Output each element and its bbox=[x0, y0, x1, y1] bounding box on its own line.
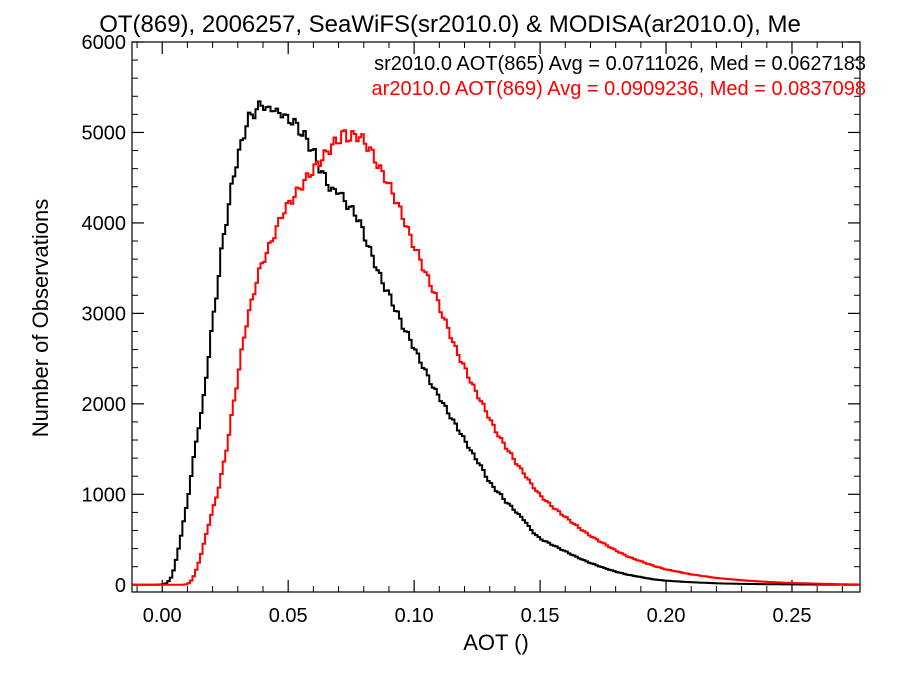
y-axis-label: Number of Observations bbox=[28, 199, 53, 437]
plot-frame bbox=[131, 41, 861, 593]
y-tick-label: 3000 bbox=[82, 303, 127, 325]
axis-ticks: 0.00 0.05 0.10 0.15 0.20 0.25 0 1000 2000 3000 400… bbox=[82, 32, 860, 627]
legend: sr2010.0 AOT(865) Avg = 0.0711026, Med =… bbox=[372, 53, 866, 100]
y-tick-label: 5000 bbox=[82, 122, 127, 144]
x-tick-label: 0.10 bbox=[395, 605, 434, 627]
y-tick-label: 0 bbox=[115, 575, 126, 597]
legend-entry-sr2010.0: sr2010.0 AOT(865) Avg = 0.0711026, Med =… bbox=[374, 53, 866, 75]
series-line-ar2010.0 bbox=[132, 129, 860, 586]
x-tick-label: 0.25 bbox=[773, 605, 812, 627]
y-tick-label: 6000 bbox=[82, 32, 127, 54]
chart-title: OT(869), 2006257, SeaWiFS(sr2010.0) & MO… bbox=[99, 11, 801, 38]
x-tick-label: 0.00 bbox=[143, 605, 182, 627]
y-tick-label: 1000 bbox=[82, 484, 127, 506]
y-tick-label: 4000 bbox=[82, 213, 127, 235]
y-tick-label: 2000 bbox=[82, 394, 127, 416]
x-axis-label: AOT () bbox=[463, 630, 529, 655]
data-series bbox=[132, 100, 860, 586]
plot-border bbox=[131, 41, 861, 593]
x-tick-label: 0.15 bbox=[521, 605, 560, 627]
series-line-sr2010.0 bbox=[132, 100, 860, 586]
legend-entry-ar2010.0: ar2010.0 AOT(869) Avg = 0.0909236, Med =… bbox=[372, 78, 866, 100]
x-tick-label: 0.20 bbox=[647, 605, 686, 627]
x-tick-label: 0.05 bbox=[269, 605, 308, 627]
